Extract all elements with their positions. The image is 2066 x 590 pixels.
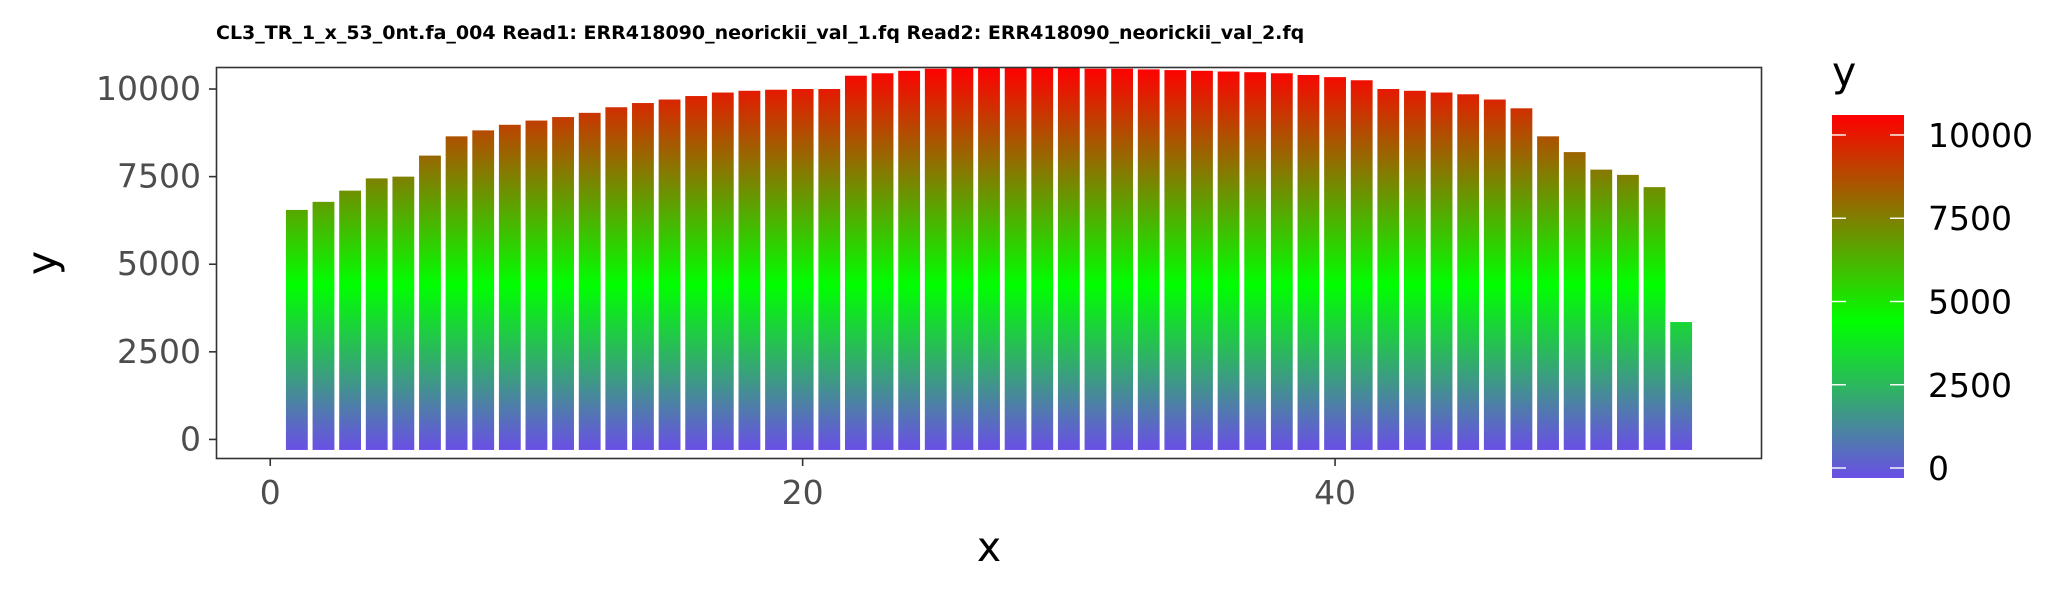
bar <box>365 178 388 450</box>
bars-group <box>285 68 1693 450</box>
bar <box>658 99 681 450</box>
legend-title: y <box>1832 48 1856 96</box>
bar <box>685 96 708 450</box>
bar <box>498 124 521 450</box>
bar <box>1350 80 1373 450</box>
bar <box>578 112 601 450</box>
bar <box>392 176 415 450</box>
bar <box>285 209 308 450</box>
bar <box>1084 68 1107 450</box>
bar <box>1270 73 1293 450</box>
bar <box>552 117 574 450</box>
bar <box>419 155 441 450</box>
bar <box>312 201 335 450</box>
y-tick-label: 0 <box>180 419 201 458</box>
x-tick-label: 40 <box>1314 473 1356 512</box>
bar <box>791 89 814 450</box>
bar <box>1297 75 1320 450</box>
bar <box>1670 322 1693 450</box>
bar <box>1483 99 1506 450</box>
bar <box>445 136 468 450</box>
bar <box>978 68 1000 450</box>
colorbar-ticks: 0 2500 5000 7500 10000 <box>1832 116 2033 488</box>
bar <box>1137 69 1160 450</box>
bar <box>1111 68 1134 450</box>
bar <box>871 73 894 450</box>
y-tick-label: 10000 <box>96 69 201 108</box>
colorbar-tick-label: 5000 <box>1928 282 2012 321</box>
y-axis-title: y <box>18 251 66 275</box>
bar <box>898 70 921 450</box>
bar <box>951 68 974 450</box>
colorbar-tick-label: 0 <box>1928 449 1949 488</box>
bar <box>605 107 628 450</box>
x-tick-label: 0 <box>260 473 281 512</box>
bar <box>738 90 761 450</box>
bar <box>711 92 734 450</box>
colorbar-tick-label: 2500 <box>1928 366 2012 405</box>
bar <box>1563 152 1586 450</box>
bar <box>472 130 495 450</box>
bar <box>1004 68 1027 450</box>
chart-title: CL3_TR_1_x_53_0nt.fa_004 Read1: ERR41809… <box>216 22 1304 44</box>
bar <box>1217 71 1240 450</box>
bar <box>1404 90 1426 450</box>
bar <box>632 103 654 450</box>
y-tick-label: 5000 <box>117 244 201 283</box>
bar <box>339 190 362 450</box>
bar <box>1643 187 1666 450</box>
bar <box>1537 136 1559 450</box>
bar <box>924 68 947 450</box>
bar <box>1031 68 1054 450</box>
colorbar <box>1832 115 1904 478</box>
bar <box>1244 72 1267 450</box>
bar <box>525 120 548 450</box>
colorbar-tick-label: 10000 <box>1928 116 2033 155</box>
y-tick-label: 2500 <box>117 332 201 371</box>
bar <box>1616 174 1639 450</box>
bar <box>1057 68 1080 450</box>
bar <box>1430 92 1453 450</box>
bar <box>1377 89 1400 450</box>
bar <box>844 75 867 450</box>
y-axis: 0 2500 5000 7500 10000 <box>96 69 217 458</box>
x-tick-label: 20 <box>782 473 824 512</box>
y-tick-label: 7500 <box>117 157 201 196</box>
bar <box>765 89 787 450</box>
x-axis: 0 20 40 <box>260 458 1356 512</box>
color-legend: y 0 2500 5000 7500 10000 <box>1832 48 2033 488</box>
bar <box>1457 94 1480 450</box>
bar <box>1324 77 1346 450</box>
bar <box>818 89 841 450</box>
colorbar-tick-label: 7500 <box>1928 199 2012 238</box>
x-axis-title: x <box>977 523 1001 571</box>
plot-panel-border <box>215 66 1763 460</box>
bar <box>1510 108 1533 450</box>
bar <box>1191 70 1213 450</box>
bar <box>1590 169 1613 450</box>
bar <box>1164 70 1187 450</box>
